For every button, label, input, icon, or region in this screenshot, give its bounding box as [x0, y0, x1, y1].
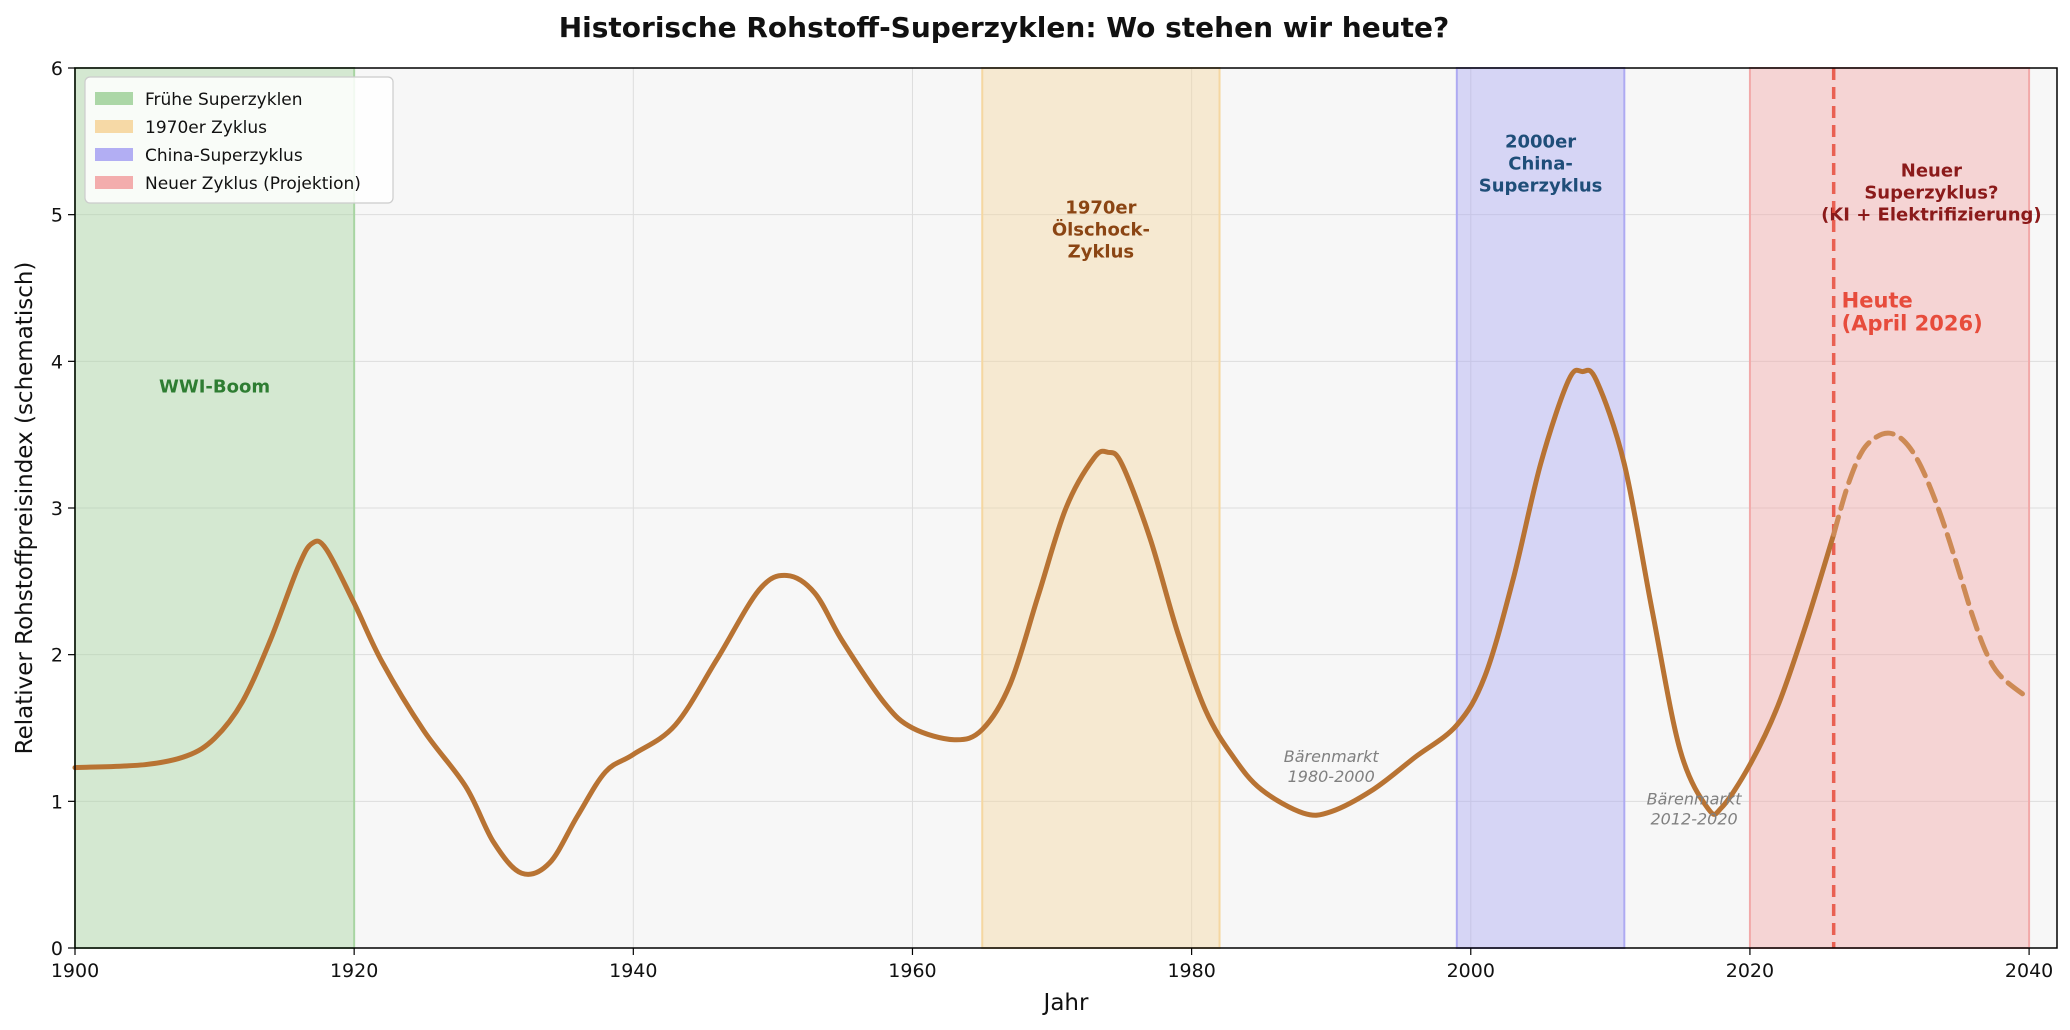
axis-ticks: 1900 1920 1940 1960 1980 2000 2020 2040 0 1 2 3 4 5 6 — [51, 58, 2053, 982]
series-lines — [72, 367, 2032, 877]
x-tick-label: 1900 — [51, 960, 99, 982]
region-band — [981, 67, 1221, 949]
legend-entry: China-Superzyklus — [145, 146, 303, 166]
y-axis-label: Relativer Rohstoffpreisindex (schematisc… — [12, 262, 38, 755]
x-tick-label: 2000 — [1447, 960, 1495, 982]
region-label: Neuer Superzyklus? (KI + Elektrifizierung) — [1821, 161, 2042, 226]
region-label-line: (KI + Elektrifizierung) — [1821, 205, 2042, 226]
legend-entry: Neuer Zyklus (Projektion) — [145, 174, 361, 194]
region-label: WWI-Boom — [159, 376, 270, 397]
y-tick-label: 5 — [51, 205, 63, 227]
y-tick-label: 6 — [51, 58, 63, 80]
y-tick-label: 1 — [51, 791, 63, 813]
y-tick-label: 0 — [51, 938, 63, 960]
region-label-line: Superzyklus? — [1864, 183, 1998, 204]
region-label-line: China- — [1508, 153, 1573, 174]
legend-swatch — [95, 92, 133, 105]
legend-swatch — [95, 120, 133, 133]
legend-swatch — [95, 176, 133, 189]
legend: Frühe Superzyklen 1970er Zyklus China-Supe… — [84, 76, 394, 204]
region-label-line: WWI-Boom — [159, 376, 270, 397]
bear-market-annotation-line: 1980-2000 — [1288, 767, 1375, 786]
x-tick-label: 1980 — [1167, 960, 1215, 982]
region-label-line: Ölschock- — [1052, 218, 1150, 240]
projection-line — [1831, 430, 2032, 702]
x-tick-label: 1940 — [609, 960, 657, 982]
today-label-line: (April 2026) — [1842, 311, 1983, 335]
y-tick-label: 2 — [51, 645, 63, 667]
legend-entry: Frühe Superzyklen — [145, 90, 303, 110]
bear-market-annotation-line: 2012-2020 — [1650, 810, 1737, 829]
legend-entry: 1970er Zyklus — [145, 118, 267, 138]
x-tick-label: 1960 — [888, 960, 936, 982]
x-axis-label: Jahr — [1042, 990, 1089, 1016]
region-label-line: Neuer — [1901, 161, 1962, 182]
region-band — [1455, 67, 1626, 949]
chart-title: Historische Rohstoff-Superzyklen: Wo ste… — [559, 11, 1450, 44]
legend-swatch — [95, 148, 133, 161]
bear-market-annotation: Bärenmarkt 1980-2000 — [1284, 747, 1380, 786]
region-label-line: Zyklus — [1068, 241, 1134, 262]
region-label-line: Superzyklus — [1479, 175, 1603, 196]
legend-box — [84, 76, 394, 204]
bear-market-annotation: Bärenmarkt 2012-2020 — [1647, 790, 1743, 829]
y-tick-label: 3 — [51, 498, 63, 520]
x-tick-label: 2020 — [1726, 960, 1774, 982]
region-label: 2000er China-Superzyklus — [1479, 131, 1603, 196]
region-label-line: 1970er — [1065, 197, 1136, 218]
history-line — [72, 367, 1837, 877]
bear-market-annotation-line: Bärenmarkt — [1284, 747, 1380, 766]
x-tick-label: 2040 — [2005, 960, 2053, 982]
x-tick-label: 1920 — [330, 960, 378, 982]
bear-market-annotation-line: Bärenmarkt — [1647, 790, 1743, 809]
region-label-line: 2000er — [1505, 131, 1576, 152]
today-label-line: Heute — [1842, 288, 1913, 312]
region-label: 1970er Ölschock-Zyklus — [1052, 197, 1150, 262]
y-tick-label: 4 — [51, 351, 63, 373]
today-label: Heute (April 2026) — [1842, 288, 1983, 335]
